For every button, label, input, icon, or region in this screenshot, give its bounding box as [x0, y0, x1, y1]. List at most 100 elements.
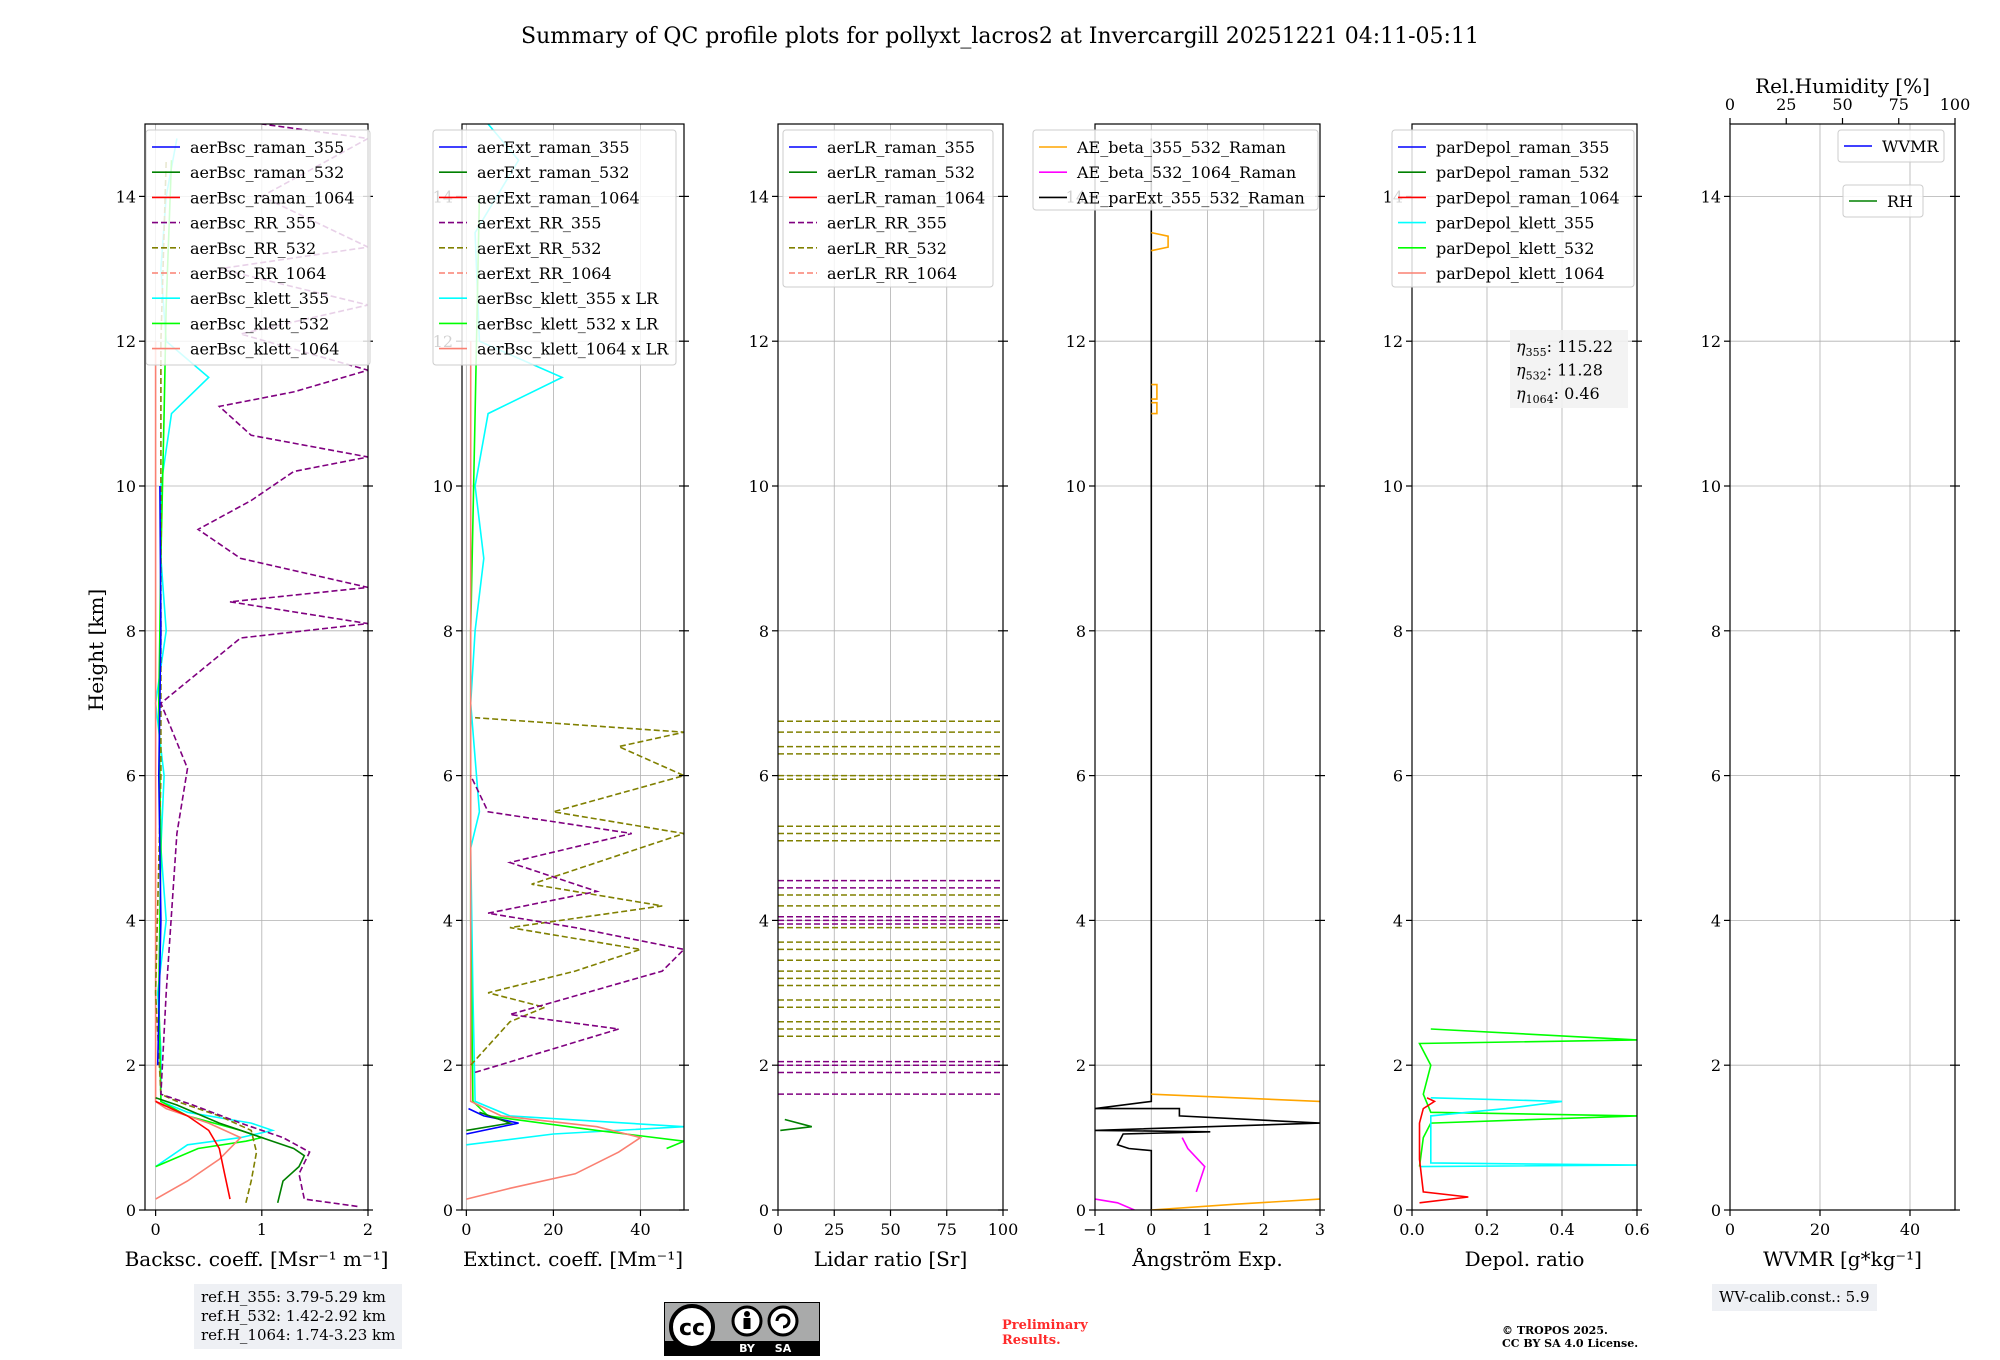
cc-sa-label: SA: [775, 1342, 792, 1355]
legend-item: parDepol_raman_1064: [1398, 188, 1620, 207]
legend: AE_beta_355_532_Raman AE_beta_532_1064_Ra…: [1032, 129, 1319, 211]
sa-icon: [767, 1305, 799, 1337]
svg-text:aerLR_raman_1064: aerLR_raman_1064: [827, 188, 985, 207]
y-tick-label: 2: [759, 1056, 769, 1075]
top-tick-label: 75: [1889, 95, 1909, 114]
x-axis-label: Extinct. coeff. [Mm⁻¹]: [463, 1247, 683, 1271]
legend-item: parDepol_klett_355: [1398, 214, 1594, 233]
top-tick-label: 100: [1940, 95, 1971, 114]
top-axis-label: Rel.Humidity [%]: [1755, 74, 1930, 98]
series-aerExt_raman_532: [466, 1111, 514, 1132]
series-group: [154, 124, 368, 1208]
y-tick-label: 6: [1393, 767, 1403, 786]
series-aerExt_RR_532: [470, 716, 684, 1066]
y-tick-label: 2: [1393, 1056, 1403, 1075]
ref-height-532: ref.H_532: 1.42-2.92 km: [201, 1307, 386, 1325]
svg-text:aerLR_RR_355: aerLR_RR_355: [827, 214, 947, 233]
svg-text:aerExt_raman_1064: aerExt_raman_1064: [477, 188, 640, 207]
series-parDepol_klett_532: [1418, 1028, 1637, 1167]
legend-item: aerBsc_raman_355: [152, 138, 344, 157]
wv-calib-const-box: WV-calib.const.: 5.9: [1712, 1284, 1877, 1311]
y-tick-label: 12: [1383, 332, 1403, 351]
x-tick-label: 0.4: [1549, 1220, 1574, 1239]
y-tick-label: 14: [1701, 187, 1721, 206]
legend-item: aerExt_raman_1064: [439, 188, 640, 207]
legend-item: aerBsc_raman_532: [152, 163, 344, 182]
cc-by-label: BY: [739, 1342, 756, 1355]
x-tick-label: 0: [461, 1220, 471, 1239]
legend-item: aerLR_RR_355: [789, 214, 947, 233]
y-tick-label: 12: [1701, 332, 1721, 351]
x-tick-label: 2: [1259, 1220, 1269, 1239]
y-tick-label: 12: [116, 332, 136, 351]
panel-ext: 0246810121402040Extinct. coeff. [Mm⁻¹]ae…: [432, 123, 689, 1271]
series-aerBsc_raman_1064: [155, 1100, 231, 1200]
x-tick-label: 3: [1315, 1220, 1325, 1239]
y-tick-label: 10: [116, 477, 136, 496]
legend-item: aerLR_RR_532: [789, 239, 947, 258]
svg-text:AE_parExt_355_532_Raman: AE_parExt_355_532_Raman: [1076, 188, 1305, 207]
legend-item: aerBsc_klett_532: [152, 314, 329, 333]
x-axis-label: Lidar ratio [Sr]: [814, 1247, 968, 1271]
legend-item: aerExt_RR_355: [439, 214, 601, 233]
series-aerBsc_RR_355: [159, 124, 368, 1208]
legend-item: aerBsc_raman_1064: [152, 188, 355, 207]
svg-text:aerBsc_RR_1064: aerBsc_RR_1064: [190, 264, 326, 283]
svg-text:aerLR_raman_355: aerLR_raman_355: [827, 138, 975, 157]
series-AE_beta_355_532_Raman: [1151, 1093, 1320, 1103]
legend-item: aerExt_RR_1064: [439, 264, 612, 283]
legend-item: aerExt_raman_532: [439, 163, 630, 182]
x-tick-label: 20: [543, 1220, 563, 1239]
y-tick-label: 6: [1076, 767, 1086, 786]
svg-text:parDepol_klett_355: parDepol_klett_355: [1436, 214, 1594, 233]
wv-calib-const: WV-calib.const.: 5.9: [1719, 1288, 1870, 1306]
cc-icon-text: cc: [679, 1316, 705, 1341]
legend-item: aerBsc_RR_532: [152, 239, 316, 258]
x-tick-label: 20: [1810, 1220, 1830, 1239]
panel-lr: 0 2 4 6 8 10 12 14 0 25 50 75 100 Lidar ratio [Sr] aer…: [749, 123, 1018, 1271]
series-aerExt_RR_355: [469, 775, 684, 1074]
svg-text:parDepol_klett_532: parDepol_klett_532: [1436, 239, 1594, 258]
x-tick-label: 25: [824, 1220, 844, 1239]
series-aerBsc_raman_355: [156, 485, 162, 1066]
legend-item: aerLR_RR_1064: [789, 264, 957, 283]
series-group: [1418, 1028, 1637, 1204]
y-tick-label: 4: [759, 911, 769, 930]
y-tick-label: 8: [126, 622, 136, 641]
y-tick-label: 0: [443, 1201, 453, 1220]
svg-text:RH: RH: [1887, 192, 1913, 211]
series-AE_beta_355_532_Raman_c: [1151, 231, 1169, 252]
svg-text:aerBsc_klett_532: aerBsc_klett_532: [190, 314, 329, 333]
legend-item: aerExt_RR_532: [439, 239, 601, 258]
grid: [1094, 124, 1321, 1211]
copyright-note: © TROPOS 2025. CC BY SA 4.0 License.: [1502, 1324, 1638, 1350]
y-tick-label: 4: [443, 911, 453, 930]
series-AE_beta_355_532_Raman_b: [1151, 1198, 1320, 1210]
svg-text:aerExt_RR_1064: aerExt_RR_1064: [477, 264, 612, 283]
x-tick-label: 40: [1900, 1220, 1920, 1239]
y-tick-label: 10: [1383, 477, 1403, 496]
y-tick-label: 8: [443, 622, 453, 641]
x-tick-label: 0.0: [1399, 1220, 1424, 1239]
svg-text:aerBsc_klett_1064 x LR: aerBsc_klett_1064 x LR: [477, 340, 669, 359]
x-axis-label: Ångström Exp.: [1131, 1246, 1282, 1271]
svg-text:η355: 115.22: η355: 115.22: [1516, 337, 1613, 359]
y-tick-label: 8: [1711, 622, 1721, 641]
axes-frame: [1411, 123, 1638, 1211]
y-tick-label: 4: [1393, 911, 1403, 930]
y-tick-label: 6: [759, 767, 769, 786]
cc-license-badge: cc BY SA: [664, 1302, 820, 1356]
legend-item: aerBsc_klett_355: [152, 289, 329, 308]
ref-height-1064: ref.H_1064: 1.74-3.23 km: [201, 1326, 396, 1344]
x-tick-label: 2: [363, 1220, 373, 1239]
svg-text:parDepol_klett_1064: parDepol_klett_1064: [1436, 264, 1605, 283]
y-tick-label: 6: [1711, 767, 1721, 786]
legend-item: aerBsc_RR_1064: [152, 264, 326, 283]
svg-text:aerExt_raman_355: aerExt_raman_355: [477, 138, 630, 157]
svg-text:η1064: 0.46: η1064: 0.46: [1516, 384, 1600, 406]
legend: aerExt_raman_355 aerExt_raman_532 aerExt_r…: [432, 129, 677, 366]
legend-item: RH: [1842, 184, 1924, 218]
legend-item: AE_parExt_355_532_Raman: [1039, 188, 1305, 207]
